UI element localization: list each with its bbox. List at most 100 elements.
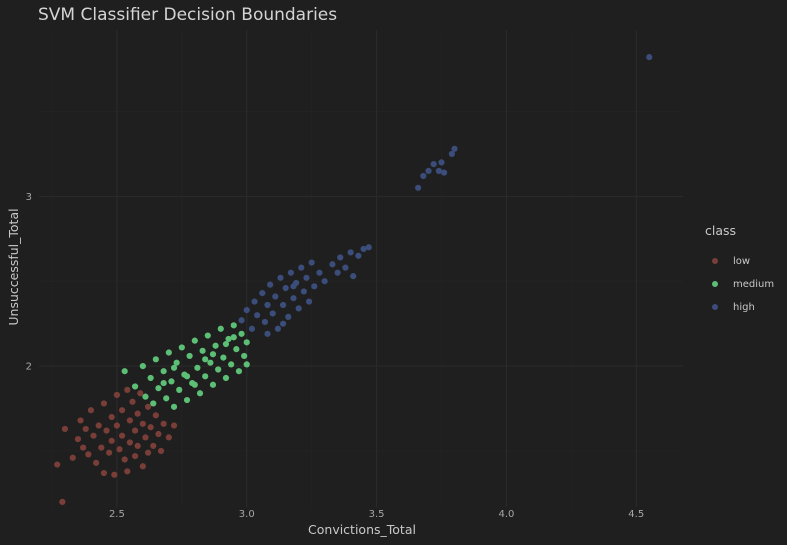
point-low	[59, 498, 66, 506]
point-low	[134, 442, 141, 449]
x-tick-label: 4.0	[498, 509, 514, 520]
point-low	[160, 420, 167, 427]
point-low	[134, 410, 141, 417]
point-high	[316, 269, 323, 276]
point-high	[264, 330, 271, 337]
point-low	[87, 407, 95, 414]
legend-marker-medium	[712, 281, 718, 287]
point-low	[80, 444, 87, 451]
point-low	[165, 434, 172, 441]
major-gridlines	[39, 30, 683, 507]
point-medium	[233, 346, 240, 353]
point-high	[290, 295, 297, 302]
point-low	[116, 446, 123, 453]
point-low	[147, 424, 154, 431]
point-medium	[225, 335, 232, 343]
point-high	[430, 161, 437, 168]
point-high	[347, 249, 354, 256]
legend-item-low: low	[705, 250, 774, 273]
point-low	[90, 432, 97, 439]
point-high	[298, 264, 305, 271]
point-high	[261, 318, 269, 326]
data-points	[54, 54, 653, 506]
point-high	[451, 145, 458, 152]
legend-title: class	[705, 223, 737, 238]
point-medium	[139, 363, 146, 370]
point-medium	[186, 352, 193, 360]
point-low	[74, 435, 82, 443]
y-tick-label: 2	[26, 362, 32, 373]
point-low	[106, 449, 113, 456]
point-low	[93, 459, 100, 466]
point-high	[277, 274, 284, 281]
point-medium	[230, 334, 237, 341]
point-low	[137, 390, 144, 397]
y-axis-title: Unsuccessful_Total	[6, 208, 21, 325]
point-medium	[163, 395, 170, 402]
point-low	[82, 425, 89, 433]
point-low	[124, 386, 131, 393]
point-medium	[194, 364, 201, 371]
point-low	[103, 427, 110, 434]
point-low	[155, 430, 162, 438]
point-high	[342, 264, 349, 271]
point-high	[448, 150, 455, 158]
point-low	[129, 398, 136, 405]
point-medium	[168, 378, 175, 385]
point-medium	[160, 368, 167, 375]
legend: class low medium high	[705, 223, 774, 319]
point-medium	[183, 396, 191, 404]
point-medium	[150, 400, 157, 407]
point-low	[54, 461, 61, 468]
point-medium	[173, 359, 180, 366]
point-medium	[183, 373, 191, 380]
point-low	[108, 437, 115, 444]
point-medium	[212, 342, 219, 349]
point-low	[126, 417, 133, 424]
point-high	[311, 283, 318, 290]
point-low	[131, 427, 139, 434]
point-medium	[220, 354, 227, 361]
point-low	[157, 447, 165, 455]
point-low	[98, 444, 105, 451]
point-high	[415, 184, 422, 191]
legend-marker-low	[712, 258, 718, 264]
point-low	[121, 456, 128, 463]
legend-item-high: high	[705, 296, 774, 319]
x-tick-label: 3.5	[369, 509, 385, 520]
point-low	[131, 452, 139, 460]
point-high	[287, 269, 294, 276]
point-low	[100, 400, 108, 407]
point-high	[646, 54, 653, 61]
legend-label-high: high	[733, 302, 755, 313]
point-medium	[202, 356, 209, 363]
point-low	[124, 468, 131, 475]
point-medium	[155, 385, 162, 392]
point-medium	[191, 381, 198, 388]
point-high	[334, 269, 341, 276]
point-medium	[191, 337, 198, 344]
legend-marker-high	[712, 304, 718, 310]
point-low	[113, 391, 121, 399]
point-medium	[202, 373, 209, 380]
point-medium	[165, 349, 172, 356]
point-medium	[204, 332, 211, 339]
point-medium	[243, 339, 250, 346]
point-high	[290, 283, 297, 290]
chart-title: SVM Classifier Decision Boundaries	[38, 5, 338, 25]
x-axis-title: Convictions_Total	[308, 522, 416, 537]
point-high	[243, 306, 250, 314]
point-high	[308, 259, 315, 266]
point-low	[118, 432, 126, 439]
point-low	[150, 442, 157, 449]
point-medium	[178, 344, 185, 351]
point-low	[142, 434, 149, 441]
point-medium	[142, 393, 149, 400]
point-medium	[215, 366, 222, 373]
legend-label-low: low	[733, 256, 751, 267]
point-medium	[199, 347, 206, 354]
point-high	[300, 288, 307, 295]
point-high	[264, 301, 271, 309]
point-high	[279, 301, 287, 309]
